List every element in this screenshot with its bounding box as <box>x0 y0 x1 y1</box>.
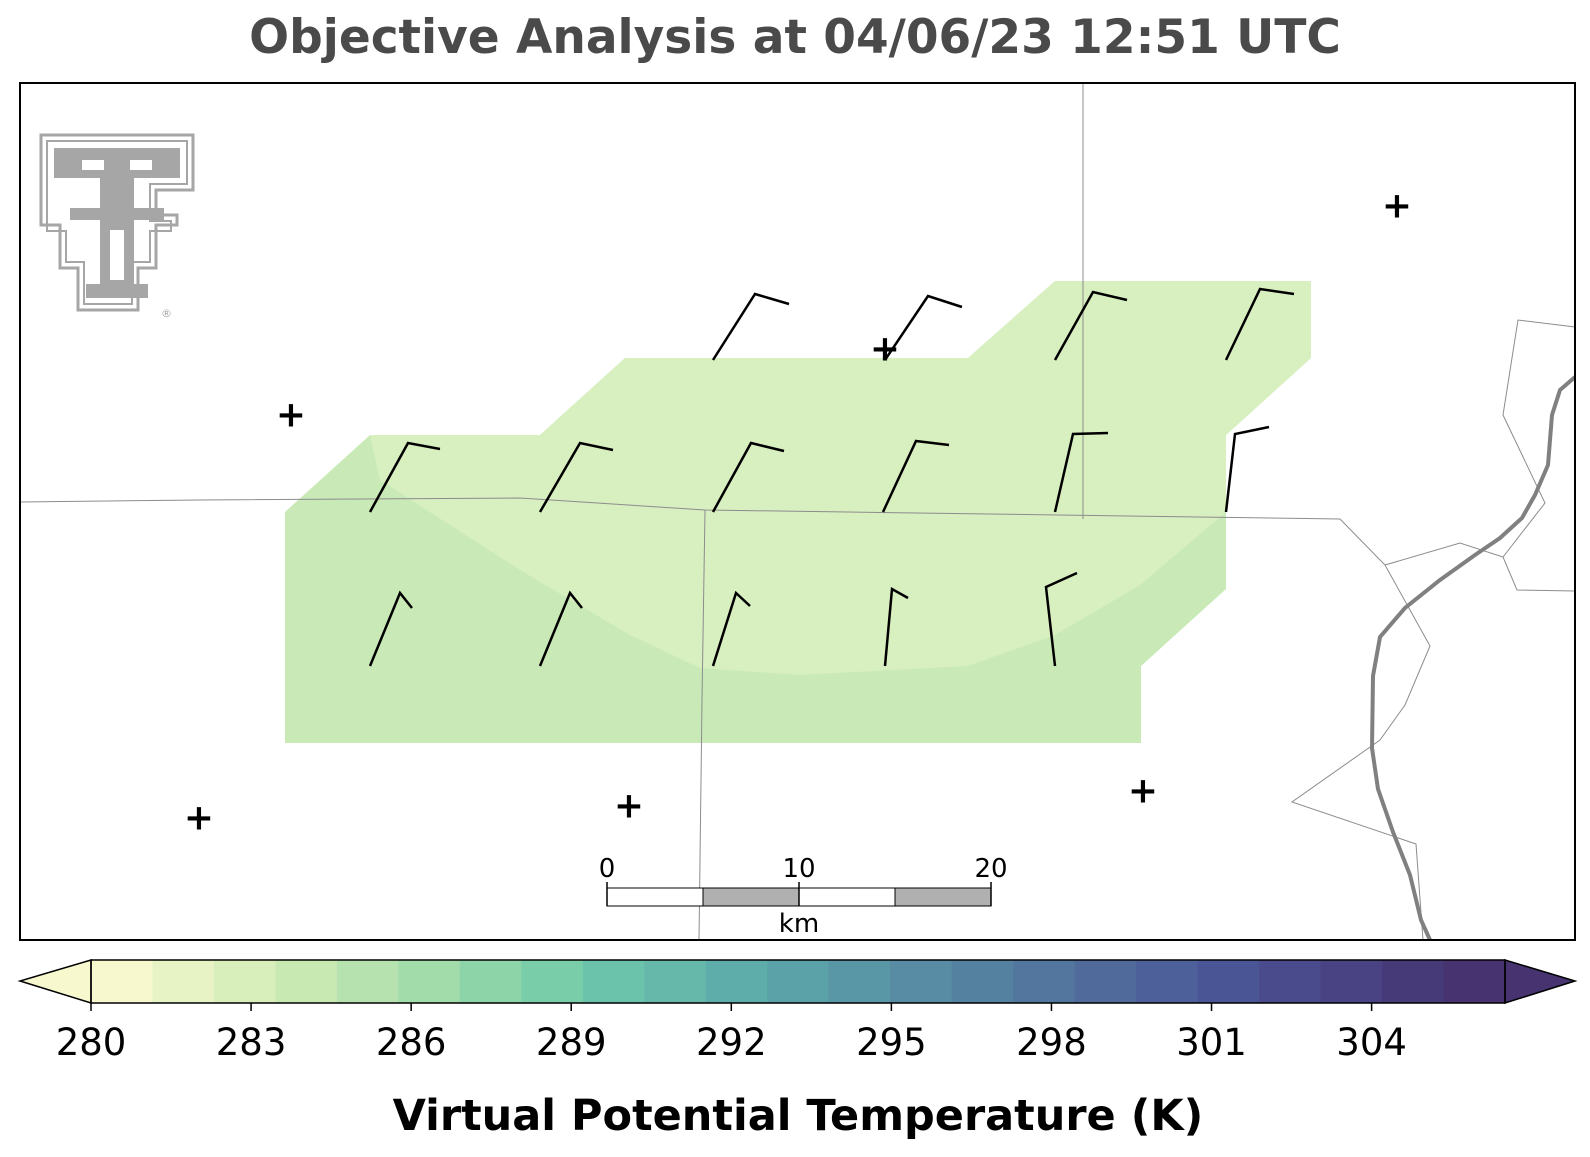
colorbar-tick-label: 295 <box>856 1021 927 1064</box>
colorbar-bin <box>582 960 645 1003</box>
scale-bar-segment-4 <box>894 887 992 907</box>
logo-inner-foot <box>86 284 148 298</box>
colorbar-bin <box>213 960 277 1003</box>
wind-barb <box>538 441 614 513</box>
colorbar-bin <box>336 960 399 1003</box>
station-marker: + <box>1382 186 1412 227</box>
analysis-shading <box>285 281 1311 743</box>
logo-registered-mark: ® <box>161 307 172 320</box>
colorbar-bin <box>890 960 953 1003</box>
colorbar-extend-high-arrow <box>1504 958 1578 1005</box>
colorbar-bin <box>705 960 768 1003</box>
state-boundary-line <box>1369 375 1577 941</box>
colorbar-ticks: 280 283 286 289 292 295 298 301 304 <box>56 1003 1407 1064</box>
colorbar-bin <box>459 960 522 1003</box>
colorbar-bin <box>1136 960 1199 1003</box>
texas-tech-logo: ® <box>39 133 195 320</box>
scale-unit-label: km <box>779 909 819 939</box>
colorbar-bin <box>1013 960 1076 1003</box>
wind-barb <box>711 590 751 667</box>
county-line-vertical-west <box>698 509 706 941</box>
scale-bar-segment-2 <box>702 887 800 907</box>
colorbar-tick-label: 298 <box>1016 1021 1087 1064</box>
logo-inner-highlight-1 <box>82 160 104 170</box>
station-marker: + <box>614 786 644 827</box>
colorbar-tick-label: 280 <box>56 1021 127 1064</box>
wind-barb <box>711 441 785 513</box>
colorbar-tick-label: 304 <box>1336 1021 1407 1064</box>
wind-barb <box>1224 287 1295 361</box>
wind-barbs <box>368 287 1295 667</box>
colorbar-bins <box>91 960 1506 1003</box>
county-line-east-3 <box>1502 319 1576 558</box>
logo-middle-t <box>46 140 188 305</box>
logo-inner-cross <box>70 208 164 220</box>
colorbar-tick-label: 283 <box>216 1021 287 1064</box>
scale-label-10: 10 <box>782 854 815 884</box>
wind-barb <box>1044 571 1078 667</box>
scale-bar-segment-3 <box>798 887 896 907</box>
colorbar-extend-low-arrow <box>17 958 92 1005</box>
colorbar-bin <box>951 960 1014 1003</box>
colorbar-bin <box>1320 960 1383 1003</box>
colorbar-tick-label: 301 <box>1176 1021 1247 1064</box>
colorbar-label: Virtual Potential Temperature (K) <box>393 1091 1204 1141</box>
colorbar-bin <box>828 960 891 1003</box>
map-frame <box>19 82 1576 941</box>
county-line-horizontal <box>19 497 1341 520</box>
map-title: Objective Analysis at 04/06/23 12:51 UTC <box>249 10 1341 65</box>
colorbar-bin <box>1443 960 1506 1003</box>
colorbar-bin <box>1074 960 1137 1003</box>
colorbar-bin <box>521 960 584 1003</box>
shade-region-inner <box>370 281 1311 675</box>
colorbar-bin <box>644 960 707 1003</box>
station-marker: + <box>1128 771 1158 812</box>
scale-bar-segment-1 <box>606 887 704 907</box>
scale-label-0: 0 <box>599 854 616 884</box>
station-marker: + <box>276 395 306 436</box>
logo-inner-highlight-2 <box>130 160 152 170</box>
scale-label-20: 20 <box>974 854 1007 884</box>
colorbar-bin <box>398 960 461 1003</box>
colorbar-tick-label: 286 <box>376 1021 447 1064</box>
logo-inner-highlight-3 <box>110 230 124 280</box>
station-marker: + <box>870 329 900 370</box>
colorbar-bin <box>1382 960 1445 1003</box>
colorbar-bin <box>152 960 215 1003</box>
wind-barb <box>368 441 441 513</box>
wind-barb <box>1224 425 1270 513</box>
station-marker: + <box>184 798 214 839</box>
colorbar-tick-label: 289 <box>536 1021 607 1064</box>
scale-bar: 0 10 20 km <box>599 854 1008 939</box>
colorbar-bin <box>1197 960 1260 1003</box>
wind-barb <box>1053 290 1128 361</box>
wind-barb <box>711 292 790 361</box>
wind-barb <box>1053 431 1109 513</box>
colorbar-bin <box>91 960 154 1003</box>
colorbar-bin <box>275 960 338 1003</box>
wind-barb <box>881 439 950 513</box>
station-markers: + + + + + + <box>184 186 1412 839</box>
colorbar-bin <box>767 960 830 1003</box>
wind-barb <box>368 590 413 667</box>
logo-inner-bar <box>54 148 180 178</box>
colorbar-bin <box>1259 960 1322 1003</box>
colorbar-tick-label: 292 <box>696 1021 767 1064</box>
wind-barb <box>538 590 583 667</box>
wind-barb <box>883 294 963 361</box>
wind-barb <box>883 586 909 667</box>
logo-outer-t <box>39 133 195 312</box>
colorbar-outline <box>90 959 1506 1004</box>
colorbar: 280 283 286 289 292 295 298 301 304 Virtual Pote… <box>17 958 1578 1141</box>
